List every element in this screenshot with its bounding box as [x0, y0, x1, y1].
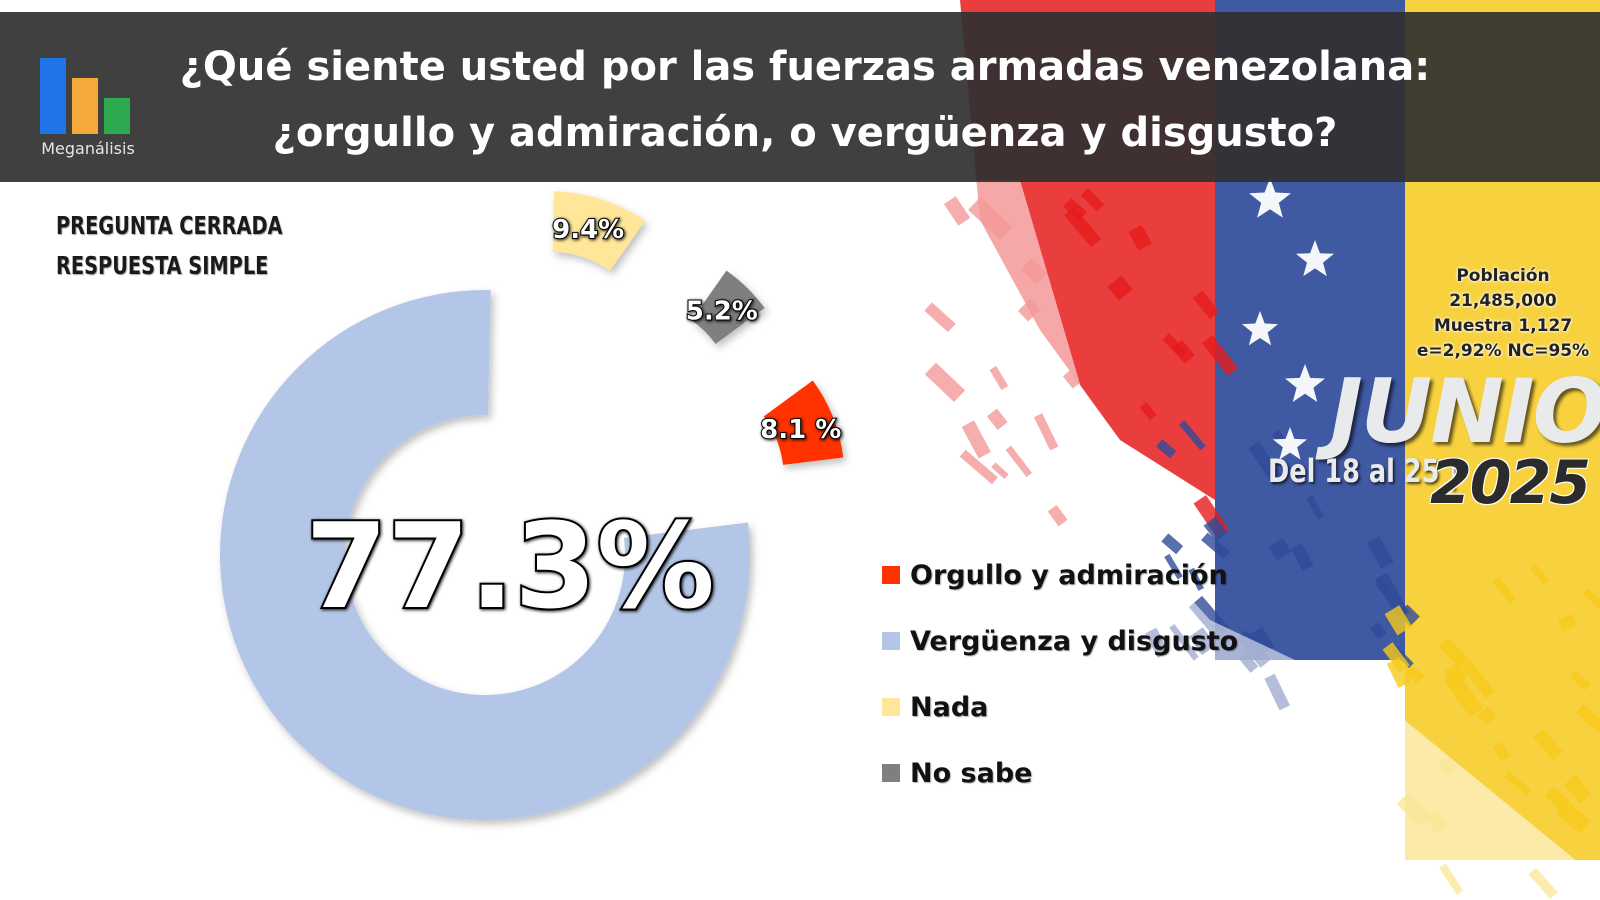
brush-stroke	[1384, 605, 1413, 636]
brush-stroke	[1386, 657, 1412, 688]
brush-stroke	[1306, 495, 1324, 520]
flag-star-icon	[1272, 427, 1308, 460]
logo-text: Meganálisis	[41, 139, 135, 158]
survey-year: 2025	[1430, 448, 1591, 518]
error-margin: e=2,92% NC=95%	[1416, 341, 1590, 361]
logo-bar-orange	[72, 78, 98, 134]
brush-stroke	[1080, 188, 1105, 212]
flag-star-icon	[1249, 178, 1291, 218]
legend-label-no-sabe: No sabe	[910, 757, 1033, 789]
brush-stroke	[1188, 567, 1204, 591]
brush-stroke	[1375, 579, 1391, 596]
brush-stroke	[1064, 206, 1102, 248]
legend-swatch-nada	[882, 698, 900, 716]
brush-stroke	[1575, 703, 1600, 741]
legend-swatch-no-sabe	[882, 764, 900, 782]
legend-item-nada: Nada	[882, 674, 1238, 740]
brush-stroke	[1162, 333, 1188, 359]
brush-stroke	[1156, 439, 1177, 459]
legend-label-orgullo: Orgullo y admiración	[910, 559, 1228, 591]
survey-dates: Del 18 al 25 |	[1268, 452, 1458, 490]
legend-label-nada: Nada	[910, 691, 989, 723]
brush-stroke	[1370, 622, 1387, 640]
question-type-line-2: RESPUESTA SIMPLE	[56, 251, 269, 280]
chart-legend: Orgullo y admiración Vergüenza y disgust…	[882, 542, 1238, 806]
brush-stroke	[1179, 420, 1206, 451]
brush-stroke	[1533, 728, 1563, 761]
legend-swatch-verguenza	[882, 632, 900, 650]
brush-stroke	[1530, 564, 1550, 585]
brush-stroke	[1564, 775, 1591, 804]
sample-size: Muestra 1,127	[1433, 316, 1573, 336]
brush-stroke	[1128, 224, 1152, 251]
brush-stroke	[1557, 613, 1578, 632]
brush-stroke	[1492, 576, 1516, 604]
brush-stroke	[1382, 642, 1410, 673]
logo-bar-green	[104, 98, 130, 134]
brush-stroke	[1201, 532, 1230, 560]
brush-stroke	[1569, 670, 1591, 691]
brush-stroke	[1164, 553, 1183, 580]
brush-stroke	[1555, 800, 1591, 834]
survey-month: JUNIO	[1330, 360, 1600, 463]
brush-stroke	[1139, 401, 1157, 421]
slice-no-sabe	[691, 270, 765, 344]
brush-stroke	[1405, 665, 1425, 684]
brush-stroke	[1192, 290, 1220, 319]
flag-star-icon	[1241, 311, 1279, 346]
brush-stroke	[1504, 771, 1532, 796]
brush-stroke	[1438, 637, 1469, 668]
slice-nada	[552, 191, 645, 271]
brush-stroke	[1444, 670, 1484, 718]
title-line-2: ¿orgullo y admiración, o vergüenza y dis…	[272, 110, 1338, 156]
flag-star-icon	[1285, 364, 1325, 402]
donut-slices	[220, 191, 844, 821]
slice-verguenza	[220, 289, 750, 821]
brush-stroke	[1582, 588, 1600, 611]
brush-stroke	[1291, 543, 1314, 571]
slice-orgullo	[763, 380, 844, 465]
title-line-1: ¿Qué siente usted por las fuerzas armada…	[179, 44, 1431, 90]
brush-stroke	[1248, 441, 1284, 486]
meganalisis-logo: Meganálisis	[34, 42, 142, 162]
flag-star-icon	[1296, 240, 1334, 277]
brush-stroke	[1366, 536, 1394, 569]
background-fade	[900, 180, 1600, 900]
brush-stroke	[1493, 741, 1511, 761]
brush-stroke	[1397, 604, 1420, 627]
brush-stroke	[1062, 197, 1087, 221]
legend-label-verguenza: Vergüenza y disgusto	[910, 625, 1239, 657]
slice-label-orgullo: 8.1 %	[760, 415, 841, 445]
chart-title: ¿Qué siente usted por las fuerzas armada…	[160, 34, 1450, 166]
legend-item-orgullo: Orgullo y admiración	[882, 542, 1238, 608]
population-value: 21,485,000	[1449, 291, 1557, 311]
brush-stroke	[1202, 335, 1239, 376]
legend-swatch-orgullo	[882, 566, 900, 584]
question-type-line-1: PREGUNTA CERRADA	[56, 211, 283, 240]
slice-label-no-sabe: 5.2%	[686, 296, 758, 326]
slice-label-nada: 9.4%	[552, 215, 624, 245]
brush-stroke	[1107, 275, 1133, 301]
survey-stats: Población 21,485,000 Muestra 1,127 e=2,9…	[1398, 264, 1600, 364]
brush-stroke	[1268, 538, 1292, 561]
brush-stroke	[1161, 533, 1184, 555]
legend-item-verguenza: Vergüenza y disgusto	[882, 608, 1238, 674]
brush-stroke	[1478, 706, 1497, 725]
brush-stroke	[1203, 516, 1228, 542]
donut-labels: 8.1 % 77.3% 9.4% 5.2%	[303, 214, 842, 637]
question-type: PREGUNTA CERRADA RESPUESTA SIMPLE	[56, 206, 282, 286]
title-bar: Meganálisis ¿Qué siente usted por las fu…	[0, 12, 1600, 182]
logo-bar-blue	[40, 58, 66, 134]
population-label: Población	[1456, 266, 1550, 286]
slice-label-verguenza: 77.3%	[305, 497, 714, 635]
legend-item-no-sabe: No sabe	[882, 740, 1238, 806]
brush-stroke	[1461, 659, 1495, 699]
